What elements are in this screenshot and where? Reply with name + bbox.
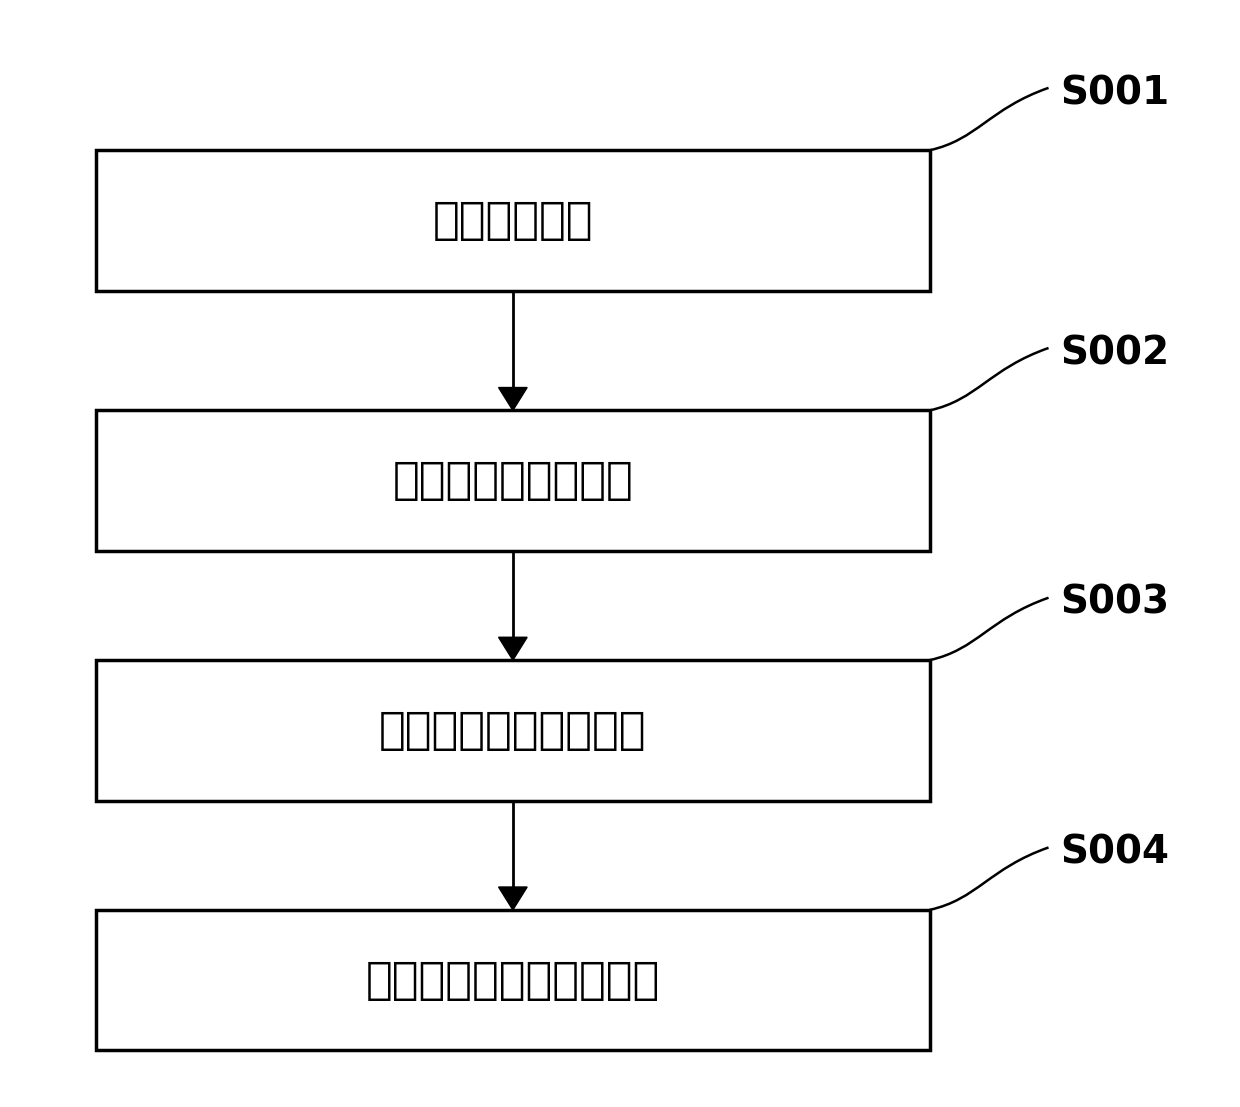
Bar: [97, 411, 930, 551]
Bar: [97, 660, 930, 800]
Bar: [97, 910, 930, 1051]
Text: S004: S004: [1060, 834, 1169, 871]
Text: S003: S003: [1060, 583, 1169, 622]
Text: S001: S001: [1060, 74, 1169, 112]
Text: 接入含氨废气: 接入含氨废气: [433, 199, 593, 242]
Text: 反应池内制备碳酸铵: 反应池内制备碳酸铵: [393, 459, 634, 503]
Polygon shape: [498, 887, 527, 910]
Polygon shape: [498, 387, 527, 411]
Text: S002: S002: [1060, 334, 1169, 372]
Text: 析出池内制备碳酸氢铵: 析出池内制备碳酸氢铵: [379, 708, 646, 752]
Polygon shape: [498, 638, 527, 660]
Bar: [97, 151, 930, 291]
Text: 过饱和结晶析出碳酸氢铵: 过饱和结晶析出碳酸氢铵: [366, 959, 660, 1002]
